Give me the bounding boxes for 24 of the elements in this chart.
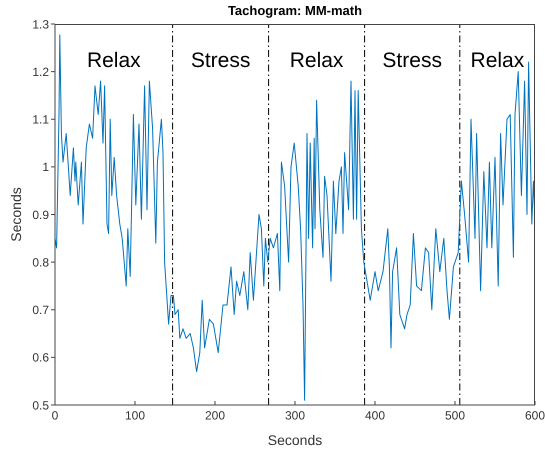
x-tick-label: 100 [124, 408, 146, 423]
x-tick-label: 200 [204, 408, 226, 423]
x-tick-label: 0 [52, 408, 59, 423]
x-tick-label: 300 [284, 408, 306, 423]
y-tick-label: 1.2 [32, 64, 50, 79]
y-tick-label: 1.3 [32, 17, 50, 32]
y-tick-label: 1.1 [32, 112, 50, 127]
annotation: Relax [470, 49, 524, 73]
annotation: Relax [86, 49, 141, 73]
y-tick-label: 0.9 [32, 208, 50, 222]
x-axis-title: Seconds [268, 432, 322, 448]
x-tick-label: 400 [364, 408, 386, 423]
y-axis-title: Seconds [8, 187, 24, 242]
y-tick-label: 0.6 [32, 350, 50, 365]
annotation: Stress [382, 49, 442, 73]
y-tick-label: 0.5 [32, 398, 50, 412]
chart-title: Tachogram: MM-math [226, 3, 364, 18]
y-tick-label: 0.7 [32, 303, 50, 318]
y-tick-label: 1 [42, 160, 50, 174]
x-tick-label: 500 [444, 408, 466, 423]
annotation: Relax [290, 49, 344, 73]
x-tick-label: 600 [524, 408, 545, 423]
y-tick-label: 0.8 [32, 255, 50, 270]
annotation: Stress [190, 49, 250, 73]
